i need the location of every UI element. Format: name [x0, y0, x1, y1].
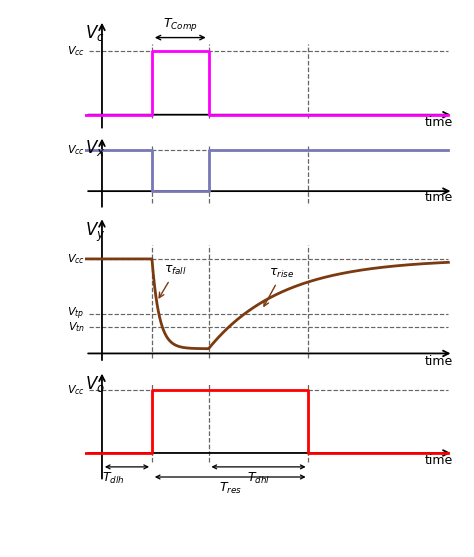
Text: $V_c$: $V_c$	[85, 23, 104, 43]
Text: $V_{cc}$: $V_{cc}$	[67, 143, 85, 157]
Text: time: time	[425, 116, 453, 129]
Text: $V_{cc}$: $V_{cc}$	[67, 252, 85, 266]
Text: $V_y$: $V_y$	[85, 221, 105, 245]
Text: time: time	[425, 354, 453, 368]
Text: $T_{res}$: $T_{res}$	[219, 481, 242, 496]
Text: $V_{tp}$: $V_{tp}$	[67, 306, 85, 322]
Text: time: time	[425, 454, 453, 467]
Text: $T_{Comp}$: $T_{Comp}$	[163, 16, 198, 33]
Text: $V_{cc}$: $V_{cc}$	[67, 45, 85, 58]
Text: $T_{dlh}$: $T_{dlh}$	[102, 471, 125, 486]
Text: $\tau_{rise}$: $\tau_{rise}$	[264, 267, 294, 306]
Text: $V_{tn}$: $V_{tn}$	[68, 320, 85, 334]
Text: time: time	[425, 191, 453, 204]
Text: $V_x$: $V_x$	[85, 138, 105, 158]
Text: $T_{dhl}$: $T_{dhl}$	[247, 471, 270, 486]
Text: $\tau_{fall}$: $\tau_{fall}$	[159, 264, 187, 298]
Text: $V_{cc}$: $V_{cc}$	[67, 383, 85, 397]
Text: $V_o$: $V_o$	[85, 374, 105, 394]
